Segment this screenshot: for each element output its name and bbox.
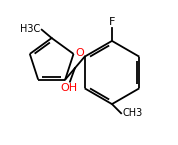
Text: F: F: [109, 17, 115, 27]
Text: OH: OH: [60, 83, 77, 93]
Text: H3C: H3C: [20, 24, 41, 34]
Text: CH3: CH3: [122, 108, 143, 118]
Text: O: O: [75, 48, 84, 58]
